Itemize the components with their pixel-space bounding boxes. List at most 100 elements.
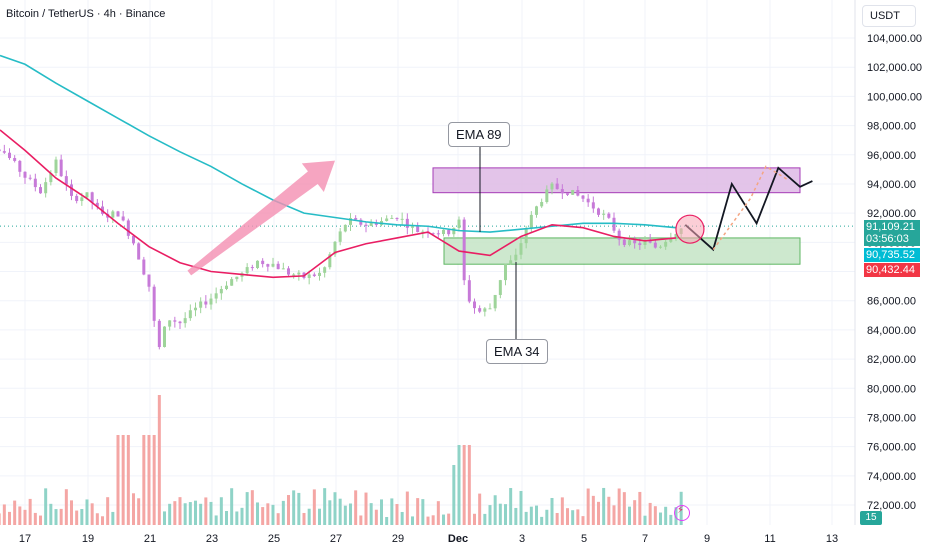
candle-body [390,217,394,219]
volume-bar [111,511,115,525]
candle-body [633,240,637,244]
candle-body [323,267,327,273]
candle-body [70,184,73,196]
volume-bar [101,516,104,525]
candle-body [199,301,203,308]
volume-bar [106,497,110,525]
volume-bar [75,510,79,525]
time-axis[interactable]: 17 19 21 23 25 27 29 Dec 3 5 7 9 11 13 [19,533,838,545]
volume-bar [152,435,156,525]
candle-body [18,160,22,172]
candle-body [80,197,84,202]
x-tick-label: 21 [144,533,156,545]
volume-bar [493,495,497,525]
ema34-annotation[interactable]: EMA 34 [486,339,548,364]
candle-body [250,267,254,269]
candle-body [674,233,678,238]
candle-body [152,286,156,321]
volume-bar [488,505,492,525]
candle-body [54,159,58,174]
candle-body [498,280,502,295]
candle-body [664,241,668,247]
candle-body [411,226,414,228]
currency-selector[interactable]: USDT [862,5,916,27]
volume-bar [447,513,451,525]
candle-body [168,320,172,327]
volume-bar [540,516,544,525]
trend-arrow-shape [187,160,335,276]
candle-body [13,158,17,161]
volume-bar [535,505,538,525]
ema89-annotation[interactable]: EMA 89 [448,122,510,147]
volume-bar [411,516,414,525]
y-tick-label: 84,000.00 [867,325,916,337]
volume-bar [643,515,647,525]
volume-bar [581,516,585,525]
candle-body [354,218,358,220]
volume-bar [638,491,642,525]
volume-bar [204,497,208,525]
replay-icon[interactable] [674,505,690,521]
volume-bar [287,495,290,525]
candle-body [333,241,337,255]
y-tick-label: 98,000.00 [867,121,916,133]
volume-bar [132,493,135,525]
candle-body [628,240,631,245]
candle-body [364,224,368,226]
volume-bar [142,435,146,525]
candle-body [400,218,404,220]
volume-bar [13,500,17,525]
volume-bar [364,492,368,525]
volume-bar [648,502,652,525]
volume-bar [380,499,383,525]
volume-bar [266,503,270,525]
candle-body [648,240,652,243]
volume-bar [566,508,569,525]
candle-body [44,182,48,194]
volume-bar [318,508,321,525]
last-price-value: 91,109.21 [866,221,915,233]
candle-body [318,272,321,276]
y-tick-label: 86,000.00 [867,296,916,308]
volume-bar [39,515,42,525]
volume-bar [478,493,482,525]
volume-bar [59,508,63,525]
volume-bar [183,503,187,525]
volume-bar [426,516,430,525]
candle-body [188,310,192,319]
candle-body [612,217,616,231]
volume-bar [622,492,626,525]
volume-bar [157,395,161,525]
candle-body [576,190,580,196]
x-tick-label: 7 [642,533,648,545]
candle-body [312,274,316,276]
candle-body [49,173,53,183]
y-tick-label: 74,000.00 [867,471,916,483]
candle-body [473,301,476,309]
bar-countdown: 03:56:03 [866,233,909,245]
candle-body [292,274,296,276]
price-zones [0,167,855,265]
x-tick-label: 23 [206,533,218,545]
candle-body [0,149,1,152]
volume-bar [90,503,94,525]
y-tick-label: 76,000.00 [867,442,916,454]
candle-body [90,192,94,203]
y-tick-label: 102,000.00 [867,62,922,74]
candle-body [261,260,265,265]
volume-bar [307,508,311,525]
volume-bar [70,500,73,525]
volume-bar [28,498,32,525]
candle-body [338,231,342,242]
volume-bar [560,497,564,525]
volume-bar [529,506,533,525]
x-tick-label: 11 [764,533,775,545]
candle-body [566,193,569,195]
candle-body [163,326,166,348]
candle-body [178,321,182,324]
volume-bar [194,500,197,525]
candle-body [555,183,559,190]
y-tick-label: 78,000.00 [867,412,916,424]
candle-body [571,190,575,195]
